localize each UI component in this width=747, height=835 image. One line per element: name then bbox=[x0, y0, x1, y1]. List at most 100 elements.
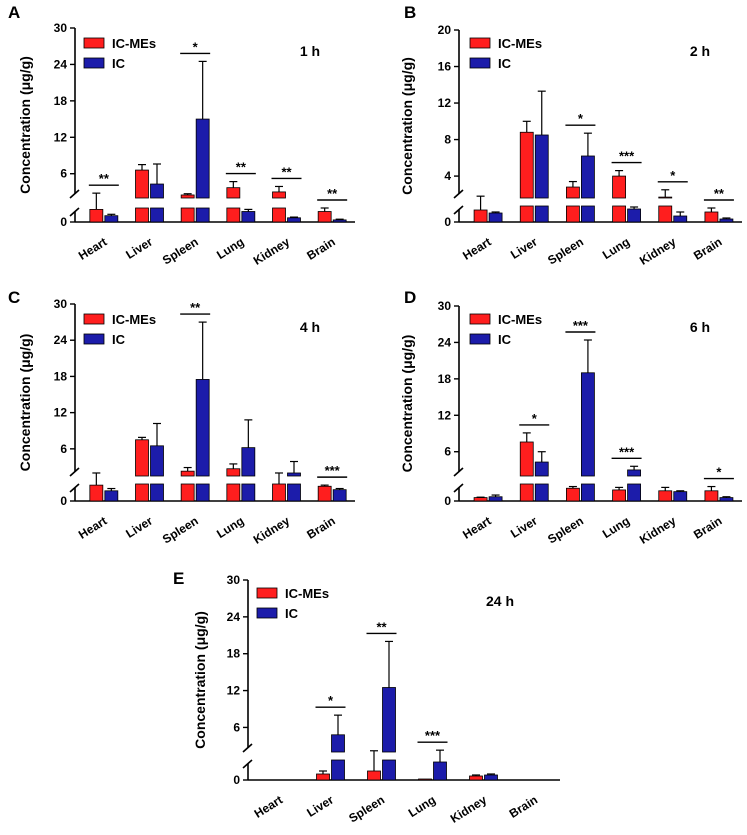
axis-break-mark bbox=[69, 207, 80, 217]
category-label-liver: Liver bbox=[123, 513, 155, 540]
bar-heart-ic-mes bbox=[473, 209, 488, 223]
bar-liver-ic-lower bbox=[534, 483, 549, 502]
axis-break-mark bbox=[453, 189, 464, 199]
legend-swatch-ic bbox=[83, 333, 105, 345]
bar-lung-ic bbox=[433, 761, 447, 781]
bar-kidney-ic-mes bbox=[272, 191, 286, 199]
axis-break-mark bbox=[242, 743, 253, 753]
y-axis-label: Concentration (μg/g) bbox=[192, 611, 208, 749]
bar-kidney-ic bbox=[287, 217, 301, 223]
bar-liver-ic bbox=[150, 183, 164, 199]
significance-marker: * bbox=[328, 693, 334, 708]
bar-liver-ic-mes-lower bbox=[135, 207, 149, 223]
y-tick-label: 30 bbox=[54, 297, 68, 311]
y-tick-label: 18 bbox=[227, 647, 241, 661]
significance-marker: * bbox=[578, 111, 584, 126]
y-tick-label: 24 bbox=[438, 335, 452, 349]
bar-lung-ic bbox=[627, 469, 641, 477]
bar-liver-ic bbox=[150, 445, 164, 477]
y-tick-label: 0 bbox=[233, 773, 240, 787]
significance-marker: *** bbox=[619, 444, 635, 459]
axis-break-mark bbox=[453, 205, 464, 215]
axis-break-mark bbox=[69, 467, 80, 477]
bar-spleen-ic-lower bbox=[581, 483, 595, 502]
bar-brain-ic-mes bbox=[704, 211, 719, 223]
bar-brain-ic bbox=[332, 489, 347, 502]
panel-letter: D bbox=[404, 288, 416, 307]
category-label-kidney: Kidney bbox=[637, 514, 679, 547]
category-label-heart: Heart bbox=[76, 235, 109, 263]
significance-marker: *** bbox=[325, 463, 341, 478]
bar-liver-ic-mes bbox=[135, 439, 149, 477]
bar-liver-ic bbox=[331, 734, 345, 753]
panel-letter: B bbox=[404, 3, 416, 22]
legend-swatch-ic bbox=[469, 333, 491, 345]
category-label-kidney: Kidney bbox=[251, 514, 293, 547]
category-label-heart: Heart bbox=[460, 235, 493, 263]
legend-label-ic: IC bbox=[285, 606, 299, 621]
bar-lung-ic-mes bbox=[226, 187, 241, 199]
bar-kidney-ic bbox=[287, 472, 301, 477]
time-label: 1 h bbox=[300, 43, 320, 59]
legend-swatch-ic bbox=[256, 607, 278, 619]
bar-spleen-ic-mes bbox=[367, 770, 381, 781]
bar-liver-ic-lower bbox=[331, 759, 345, 781]
panel-e: E 0 6 12 18 24 30 Concentration (μg/g) Heart Live… bbox=[173, 569, 560, 826]
y-tick-label: 0 bbox=[444, 494, 451, 508]
bar-liver-ic-lower bbox=[534, 205, 549, 223]
bar-liver-ic-lower bbox=[150, 483, 164, 502]
axis-break-mark bbox=[453, 467, 464, 477]
bar-spleen-ic-lower bbox=[581, 205, 595, 223]
category-label-spleen: Spleen bbox=[346, 793, 387, 826]
bar-lung-ic-mes-lower bbox=[612, 205, 626, 223]
significance-marker: *** bbox=[425, 728, 441, 743]
y-tick-label: 6 bbox=[60, 167, 67, 181]
legend-swatch-ic-mes bbox=[256, 587, 278, 599]
significance-marker: * bbox=[193, 39, 199, 54]
bar-spleen-ic-lower bbox=[195, 207, 210, 223]
time-label: 4 h bbox=[300, 319, 320, 335]
bar-heart-ic bbox=[104, 215, 119, 223]
bar-heart-ic bbox=[488, 496, 503, 502]
legend-label-ic: IC bbox=[112, 332, 126, 347]
category-label-brain: Brain bbox=[691, 514, 724, 542]
significance-marker: ** bbox=[99, 171, 110, 186]
legend-swatch-ic-mes bbox=[469, 313, 491, 325]
legend-label-ic: IC bbox=[498, 56, 512, 71]
bar-spleen-ic-mes bbox=[180, 470, 195, 477]
category-label-brain: Brain bbox=[691, 235, 724, 263]
category-label-brain: Brain bbox=[304, 514, 337, 542]
bar-lung-ic bbox=[627, 208, 641, 223]
y-tick-label: 30 bbox=[227, 573, 241, 587]
bar-lung-ic-lower bbox=[241, 483, 256, 502]
bar-kidney-ic-mes-lower bbox=[272, 207, 286, 223]
bar-liver-ic-mes bbox=[135, 169, 149, 199]
bar-spleen-ic-mes-lower bbox=[180, 207, 195, 223]
bar-lung-ic-mes-lower bbox=[226, 483, 241, 502]
bar-spleen-ic bbox=[382, 687, 396, 753]
bar-lung-ic-mes bbox=[226, 468, 241, 477]
significance-marker: ** bbox=[376, 619, 387, 634]
y-tick-label: 0 bbox=[60, 215, 67, 229]
axis-break-mark bbox=[242, 759, 253, 769]
y-axis-label: Concentration (μg/g) bbox=[399, 57, 415, 195]
y-tick-label: 0 bbox=[444, 215, 451, 229]
y-tick-label: 24 bbox=[227, 610, 241, 624]
bar-lung-ic-mes bbox=[612, 489, 626, 502]
significance-marker: * bbox=[532, 411, 538, 426]
y-tick-label: 12 bbox=[438, 408, 452, 422]
legend-swatch-ic bbox=[469, 57, 491, 69]
category-label-spleen: Spleen bbox=[545, 235, 586, 268]
y-tick-label: 18 bbox=[54, 369, 68, 383]
category-label-heart: Heart bbox=[460, 514, 493, 542]
category-label-liver: Liver bbox=[508, 234, 540, 261]
y-tick-label: 6 bbox=[233, 720, 240, 734]
bar-liver-ic bbox=[534, 461, 549, 477]
bar-spleen-ic-mes-lower bbox=[180, 483, 195, 502]
y-tick-label: 24 bbox=[54, 333, 68, 347]
bar-kidney-ic bbox=[673, 215, 688, 223]
category-label-lung: Lung bbox=[600, 514, 632, 541]
bar-brain-ic-mes bbox=[704, 490, 719, 502]
category-label-spleen: Spleen bbox=[545, 514, 586, 547]
